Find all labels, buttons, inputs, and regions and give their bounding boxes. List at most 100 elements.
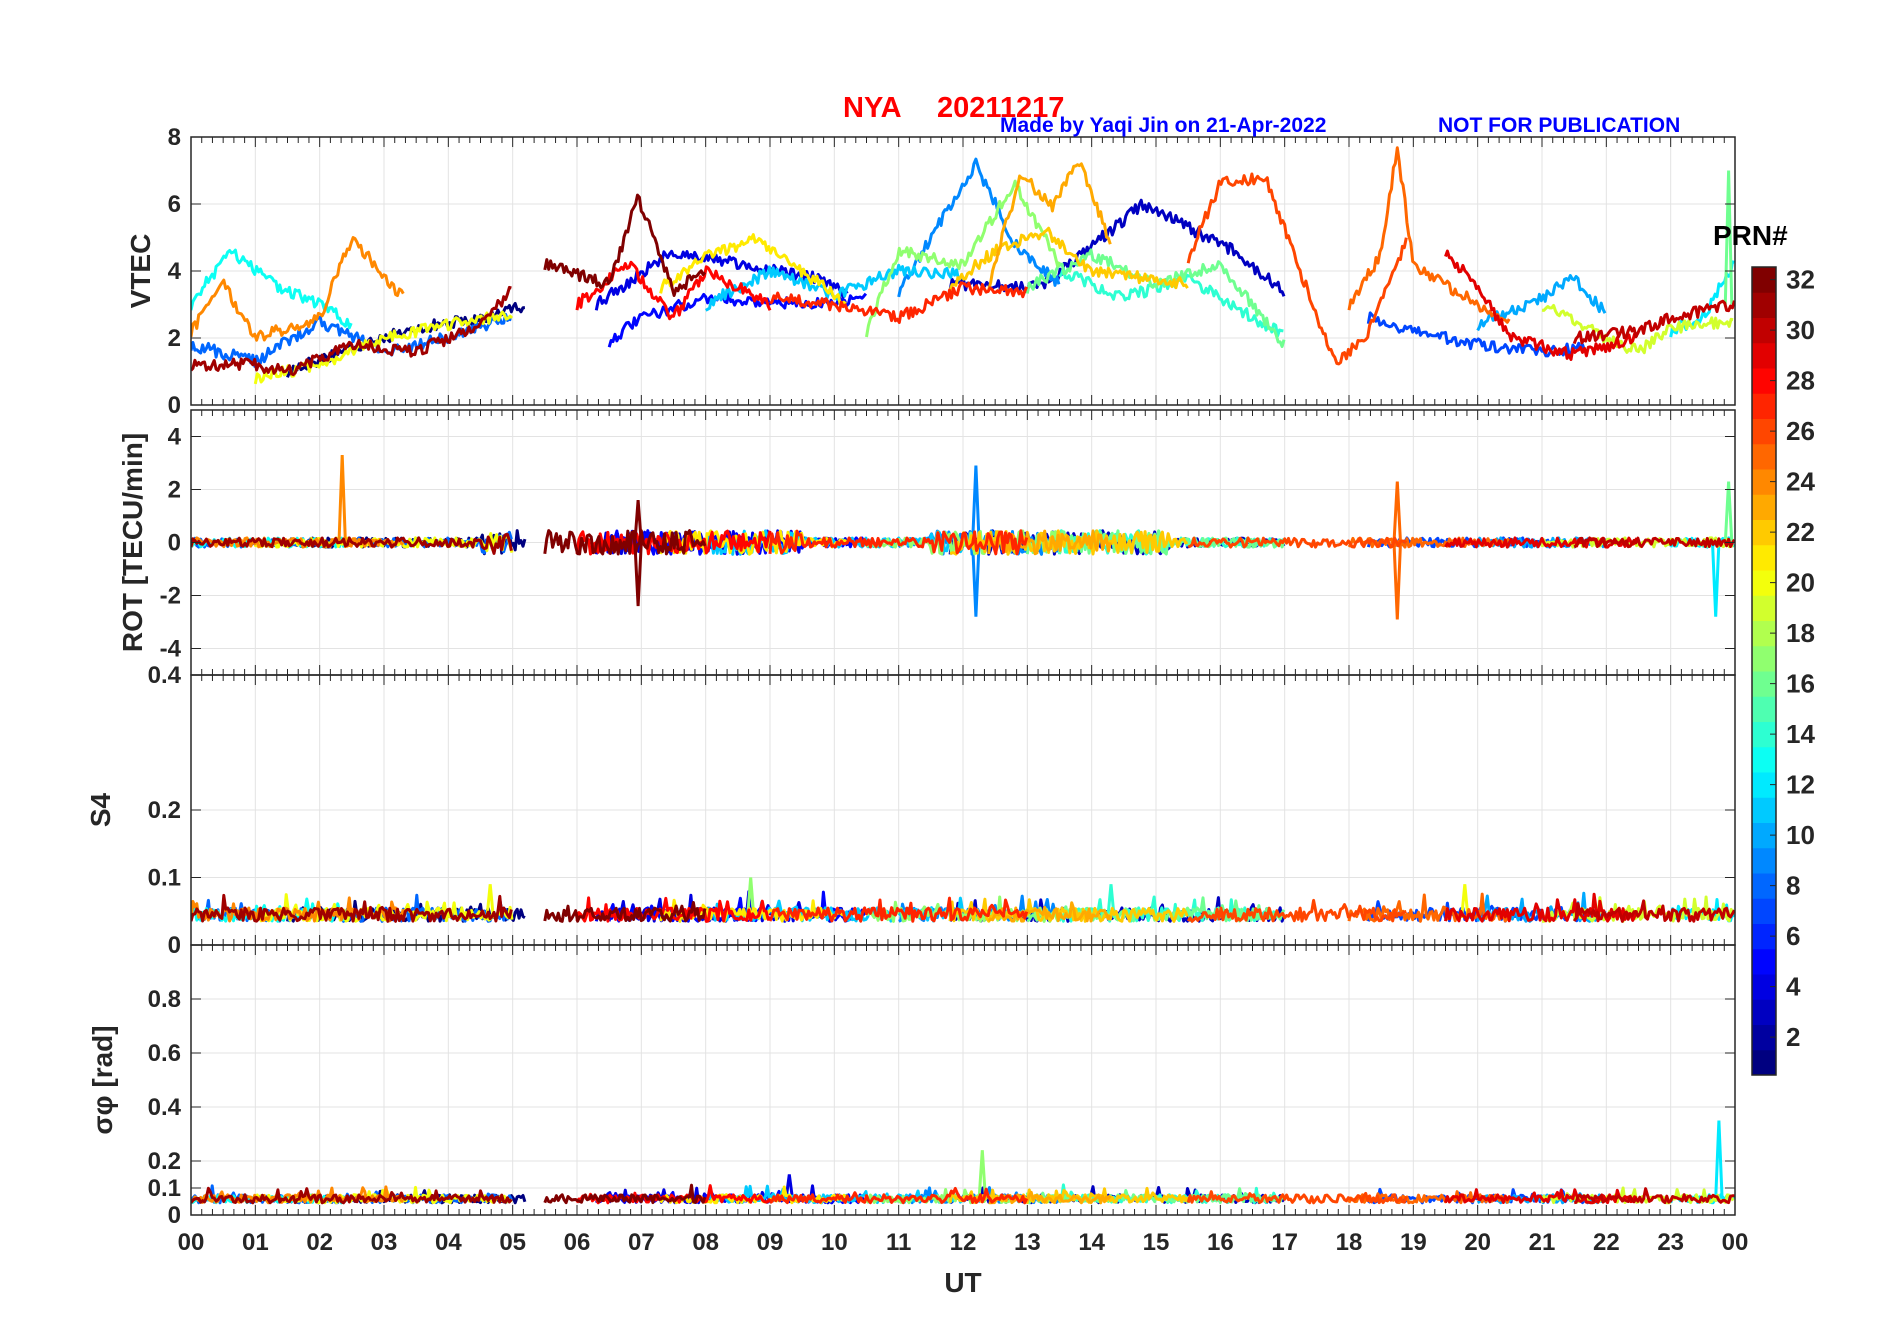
colorbar-tick-label: 2 <box>1786 1022 1800 1052</box>
trace-prn-31 <box>191 285 512 377</box>
y-tick-label: 2 <box>168 325 181 352</box>
trace-prn-29 <box>1444 1188 1638 1205</box>
x-tick-label: 22 <box>1593 1229 1620 1256</box>
colorbar-band <box>1752 999 1776 1025</box>
trace-prn-27 <box>769 281 1029 324</box>
trace-prn-32 <box>543 901 707 923</box>
trace-prn-9 <box>897 157 1061 298</box>
trace-prn-31 <box>191 533 513 555</box>
y-tick-label: 0.6 <box>148 1040 181 1067</box>
panel-vtec: 0 2 4 6 8 VTEC <box>125 124 1736 419</box>
traces-vtec <box>191 146 1735 385</box>
x-tick-label: 07 <box>628 1229 655 1256</box>
x-tick-label: 20 <box>1464 1229 1491 1256</box>
colorbar-tick-label: 16 <box>1786 669 1815 699</box>
y-tick-label: 0.4 <box>148 662 182 689</box>
traces-s4 <box>191 877 1735 923</box>
colorbar-band <box>1752 797 1776 823</box>
y-tick-label: 6 <box>168 191 181 218</box>
y-tick-label: 2 <box>168 477 181 504</box>
x-tick-label: 05 <box>499 1229 526 1256</box>
y-tick-label: 4 <box>168 258 182 285</box>
y-axis-label: σφ [rad] <box>87 1025 118 1134</box>
x-tick-label: 11 <box>886 1229 911 1256</box>
trace-prn-32 <box>543 193 707 297</box>
trace-prn-31 <box>191 893 513 923</box>
spike-prn-9 <box>971 542 981 617</box>
trace-prn-23 <box>987 162 1112 291</box>
y-axis-label: S4 <box>85 792 116 827</box>
spike-prn-20 <box>1460 884 1470 919</box>
trace-prn-28 <box>575 260 772 321</box>
trace-prn-23 <box>987 529 1112 556</box>
colorbar-band <box>1752 292 1776 318</box>
spike-prn-17 <box>977 1150 987 1199</box>
colorbar-band <box>1752 1049 1776 1076</box>
trace-prn-27 <box>768 529 1029 556</box>
colorbar-band <box>1752 898 1776 924</box>
spike-prn-25 <box>1392 481 1402 543</box>
trace-prn-25 <box>1347 146 1511 324</box>
trace-prn-27 <box>768 896 1029 923</box>
colorbar-band <box>1752 847 1776 874</box>
x-tick-label: 01 <box>242 1229 269 1256</box>
colorbar-tick-label: 22 <box>1786 517 1815 547</box>
y-tick-label: 0.8 <box>148 986 181 1013</box>
spike-prn-4 <box>784 1174 794 1199</box>
panel-sigma_phi: 00.10.2 0.4 0.6 0.8 σφ [rad] <box>87 944 1736 1229</box>
panel-rot: -4 -2 0 2 4 ROT [TECU/min] <box>117 409 1736 676</box>
x-tick-label: 17 <box>1271 1229 1298 1256</box>
y-tick-label: 4 <box>168 424 182 451</box>
colorbar-band <box>1752 544 1776 571</box>
trace-prn-23 <box>987 901 1112 923</box>
trace-prn-26 <box>1186 1190 1408 1205</box>
colorbar-band <box>1752 948 1776 975</box>
y-tick-label: 0.4 <box>148 1094 182 1121</box>
x-tick-label: 04 <box>435 1229 462 1256</box>
y-tick-label: 0 <box>168 392 181 419</box>
trace-prn-31 <box>191 1186 513 1205</box>
y-tick-label: 0 <box>168 1202 181 1229</box>
colorbar-tick-label: 8 <box>1786 871 1800 901</box>
spike-prn-24 <box>337 454 347 543</box>
trace-prn-30 <box>1573 536 1735 549</box>
spike-prn-16 <box>1723 170 1734 305</box>
spike-prn-17 <box>746 877 756 919</box>
colorbar-band <box>1752 746 1776 773</box>
trace-prn-30 <box>1573 1187 1735 1205</box>
colorbar-band <box>1752 342 1776 369</box>
y-tick-label: -2 <box>160 583 181 610</box>
colorbar-tick-label: 10 <box>1786 820 1815 850</box>
trace-prn-27 <box>769 1186 1029 1205</box>
spike-prn-9 <box>971 465 981 543</box>
trace-prn-26 <box>1187 536 1408 549</box>
traces-rot <box>191 454 1735 620</box>
y-tick-label: 0.2 <box>148 1148 181 1175</box>
y-axis-label: ROT [TECU/min] <box>117 433 148 652</box>
trace-prn-29 <box>1444 249 1638 361</box>
trace-prn-5 <box>607 890 868 923</box>
trace-prn-17 <box>865 179 1061 338</box>
x-tick-label: 16 <box>1207 1229 1234 1256</box>
y-tick-label: 0.2 <box>148 797 181 824</box>
trace-prn-26 <box>1186 172 1408 366</box>
trace-prn-13 <box>191 248 353 330</box>
trace-prn-22 <box>948 226 1189 291</box>
colorbar-band <box>1752 595 1776 621</box>
x-tick-label: 00 <box>178 1229 205 1256</box>
colorbar-tick-label: 32 <box>1786 265 1815 295</box>
colorbar-tick-label: 6 <box>1786 921 1800 951</box>
trace-prn-32 <box>543 1183 707 1205</box>
station-title: NYA <box>843 92 902 124</box>
y-tick-label: 0 <box>168 530 181 557</box>
colorbar-frame <box>1751 266 1777 1076</box>
colorbar-band <box>1752 393 1776 419</box>
trace-prn-21 <box>659 233 847 308</box>
spike-prn-20 <box>485 884 495 919</box>
x-tick-label: 19 <box>1400 1229 1427 1256</box>
x-tick-label: 23 <box>1657 1229 1684 1256</box>
x-tick-label: 18 <box>1336 1229 1363 1256</box>
trace-prn-26 <box>1186 898 1407 923</box>
trace-prn-24 <box>191 236 405 342</box>
spike-prn-25 <box>1392 542 1402 620</box>
